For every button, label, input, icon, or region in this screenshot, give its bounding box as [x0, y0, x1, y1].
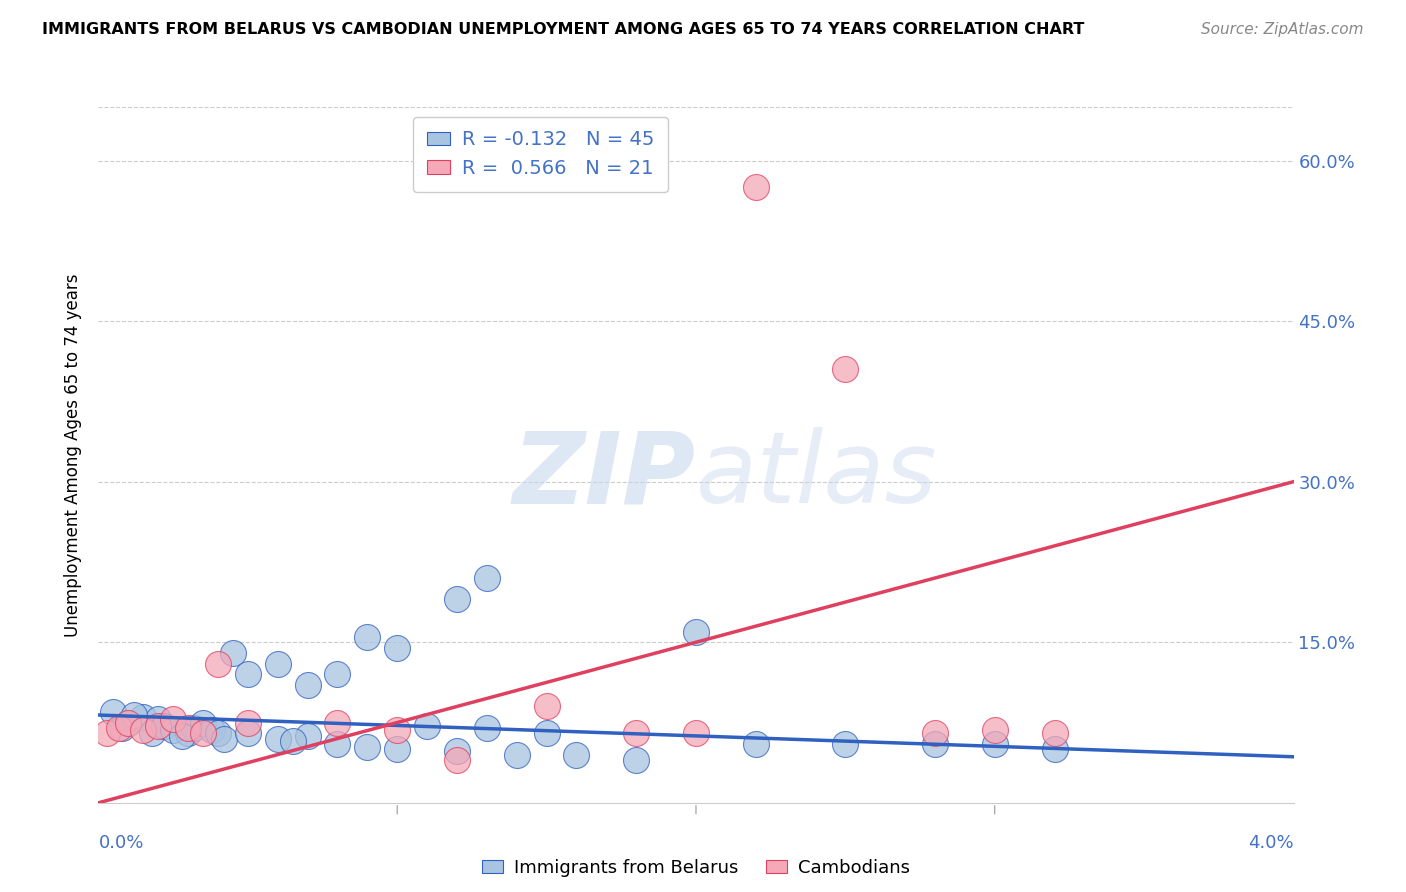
Point: [141, 726, 163, 740]
Point: [385, 742, 409, 756]
Point: [132, 710, 155, 724]
Point: [267, 657, 290, 671]
Point: [297, 730, 319, 744]
Point: [183, 721, 205, 735]
Point: [326, 715, 349, 730]
Point: [326, 737, 349, 751]
Point: [236, 715, 259, 730]
Point: [536, 699, 558, 714]
Point: [446, 592, 468, 607]
Point: [162, 723, 184, 737]
Point: [148, 719, 170, 733]
Text: IMMIGRANTS FROM BELARUS VS CAMBODIAN UNEMPLOYMENT AMONG AGES 65 TO 74 YEARS CORR: IMMIGRANTS FROM BELARUS VS CAMBODIAN UNE…: [42, 22, 1084, 37]
Point: [177, 726, 200, 740]
Point: [475, 571, 498, 585]
Point: [624, 726, 647, 740]
Point: [207, 726, 229, 740]
Text: atlas: atlas: [696, 427, 938, 524]
Point: [983, 723, 1005, 737]
Point: [924, 737, 946, 751]
Point: [416, 719, 439, 733]
Point: [745, 180, 768, 194]
Point: [1043, 742, 1066, 756]
Point: [162, 712, 184, 726]
Point: [536, 726, 558, 740]
Point: [191, 715, 214, 730]
Point: [236, 667, 259, 681]
Point: [117, 715, 139, 730]
Point: [1043, 726, 1066, 740]
Point: [103, 705, 125, 719]
Point: [212, 731, 235, 746]
Point: [565, 747, 588, 762]
Point: [96, 726, 118, 740]
Point: [745, 737, 768, 751]
Point: [172, 730, 194, 744]
Point: [446, 753, 468, 767]
Point: [222, 646, 245, 660]
Y-axis label: Unemployment Among Ages 65 to 74 years: Unemployment Among Ages 65 to 74 years: [65, 273, 83, 637]
Text: 4.0%: 4.0%: [1249, 834, 1294, 852]
Point: [297, 678, 319, 692]
Point: [207, 657, 229, 671]
Point: [983, 737, 1005, 751]
Point: [356, 630, 378, 644]
Text: Source: ZipAtlas.com: Source: ZipAtlas.com: [1201, 22, 1364, 37]
Point: [834, 737, 856, 751]
Point: [834, 362, 856, 376]
Text: 0.0%: 0.0%: [98, 834, 143, 852]
Point: [201, 723, 224, 737]
Point: [446, 744, 468, 758]
Point: [685, 624, 707, 639]
Point: [177, 721, 200, 735]
Point: [281, 733, 304, 747]
Point: [326, 667, 349, 681]
Point: [506, 747, 529, 762]
Point: [385, 640, 409, 655]
Point: [356, 740, 378, 755]
Point: [132, 723, 155, 737]
Point: [124, 708, 146, 723]
Text: ZIP: ZIP: [513, 427, 696, 524]
Point: [148, 712, 170, 726]
Point: [624, 753, 647, 767]
Point: [385, 723, 409, 737]
Point: [108, 721, 131, 735]
Point: [117, 715, 139, 730]
Point: [191, 726, 214, 740]
Point: [236, 726, 259, 740]
Point: [924, 726, 946, 740]
Point: [685, 726, 707, 740]
Point: [153, 719, 176, 733]
Legend: Immigrants from Belarus, Cambodians: Immigrants from Belarus, Cambodians: [474, 852, 918, 884]
Point: [475, 721, 498, 735]
Point: [267, 731, 290, 746]
Point: [111, 721, 134, 735]
